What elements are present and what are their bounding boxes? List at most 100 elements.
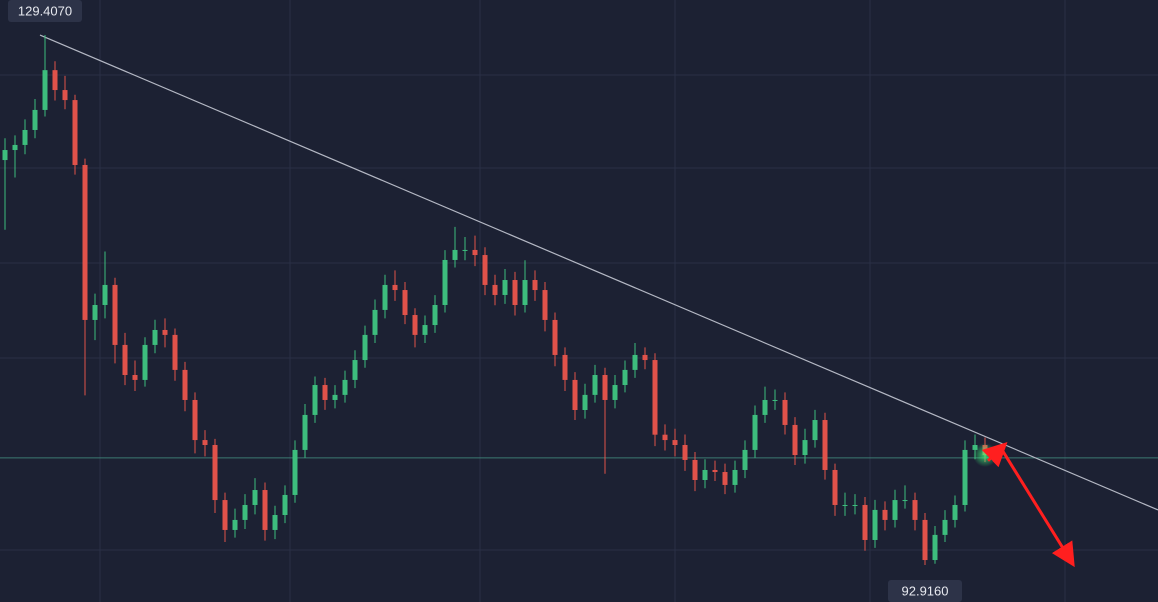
candle-body bbox=[842, 504, 848, 506]
trendline bbox=[39, 34, 1158, 511]
candle-body bbox=[952, 504, 958, 520]
price-label-text: 129.4070 bbox=[18, 3, 72, 18]
candle-body bbox=[302, 414, 308, 450]
candle-body bbox=[292, 449, 298, 495]
candle-body bbox=[742, 449, 748, 470]
candle-body bbox=[222, 500, 228, 530]
candle-body bbox=[832, 469, 838, 505]
candle-body bbox=[212, 445, 218, 501]
candle-body bbox=[792, 424, 798, 456]
candle-body bbox=[392, 284, 398, 291]
candle-body bbox=[692, 459, 698, 481]
candle-body bbox=[322, 385, 328, 400]
candle-body bbox=[22, 129, 28, 145]
candle-body bbox=[752, 414, 758, 450]
candle-body bbox=[562, 354, 568, 380]
candle-body bbox=[542, 290, 548, 320]
price-label-box bbox=[888, 580, 962, 602]
candle-body bbox=[552, 319, 558, 355]
candle-body bbox=[362, 334, 368, 361]
candle-body bbox=[872, 509, 878, 540]
candle-body bbox=[962, 449, 968, 505]
candle-body bbox=[42, 70, 48, 110]
forecast-arrow bbox=[999, 447, 1075, 568]
price-label: 92.9160 bbox=[888, 580, 962, 602]
candle-body bbox=[432, 304, 438, 326]
candle-body bbox=[652, 360, 658, 435]
candle-body bbox=[682, 445, 688, 460]
candle-body bbox=[82, 164, 88, 320]
candle-body bbox=[772, 399, 778, 401]
candle-body bbox=[732, 469, 738, 485]
candle-body bbox=[102, 284, 108, 305]
candle-body bbox=[642, 354, 648, 361]
candle-body bbox=[862, 504, 868, 540]
candle-body bbox=[512, 280, 518, 305]
forecast-arrow bbox=[981, 441, 1008, 468]
candle-body bbox=[852, 504, 858, 506]
candle-body bbox=[442, 259, 448, 305]
candle-body bbox=[202, 440, 208, 446]
candle-body bbox=[132, 374, 138, 380]
price-label: 129.4070 bbox=[8, 0, 82, 22]
candle-body bbox=[352, 360, 358, 380]
candle-body bbox=[472, 249, 478, 256]
candle-body bbox=[912, 500, 918, 520]
candle-body bbox=[522, 280, 528, 305]
candle-body bbox=[182, 369, 188, 400]
candle-body bbox=[712, 469, 718, 473]
candle-body bbox=[122, 344, 128, 375]
candle-body bbox=[332, 394, 338, 400]
candle-body bbox=[802, 440, 808, 456]
candle-body bbox=[612, 385, 618, 400]
candle-body bbox=[12, 144, 18, 151]
candle-body bbox=[2, 150, 8, 161]
candle-body bbox=[822, 420, 828, 470]
candle-body bbox=[112, 284, 118, 345]
candle-body bbox=[92, 304, 98, 320]
candle-body bbox=[242, 504, 248, 520]
candle-body bbox=[252, 490, 258, 505]
candle-body bbox=[262, 490, 268, 530]
candle-body bbox=[882, 509, 888, 520]
candle-body bbox=[582, 394, 588, 410]
price-label-box bbox=[8, 0, 82, 22]
candle-body bbox=[422, 325, 428, 335]
candle-body bbox=[972, 445, 978, 450]
candle-body bbox=[632, 354, 638, 370]
candle-body bbox=[532, 280, 538, 291]
candle-body bbox=[382, 284, 388, 310]
candle-body bbox=[342, 379, 348, 395]
candle-body bbox=[722, 472, 728, 485]
candle-body bbox=[172, 334, 178, 370]
candle-body bbox=[572, 379, 578, 410]
candle-body bbox=[482, 255, 488, 285]
candle-body bbox=[372, 309, 378, 335]
candle-body bbox=[702, 469, 708, 481]
candle-body bbox=[412, 315, 418, 335]
candle-body bbox=[162, 329, 168, 335]
candle-body bbox=[812, 420, 818, 441]
candle-body bbox=[672, 440, 678, 446]
candle-body bbox=[452, 249, 458, 260]
candle-body bbox=[492, 284, 498, 295]
candle-body bbox=[662, 434, 668, 441]
candle-body bbox=[602, 374, 608, 400]
candle-body bbox=[762, 399, 768, 415]
candle-body bbox=[152, 329, 158, 345]
candle-body bbox=[142, 344, 148, 380]
candle-body bbox=[502, 280, 508, 295]
candle-body bbox=[922, 519, 928, 561]
candle-body bbox=[32, 109, 38, 130]
candle-body bbox=[892, 500, 898, 520]
candle-body bbox=[902, 500, 908, 502]
candle-body bbox=[272, 515, 278, 530]
candle-body bbox=[462, 249, 468, 251]
candle-body bbox=[592, 374, 598, 395]
candle-body bbox=[282, 494, 288, 516]
candle-body bbox=[932, 534, 938, 561]
price-label-text: 92.9160 bbox=[902, 583, 949, 598]
